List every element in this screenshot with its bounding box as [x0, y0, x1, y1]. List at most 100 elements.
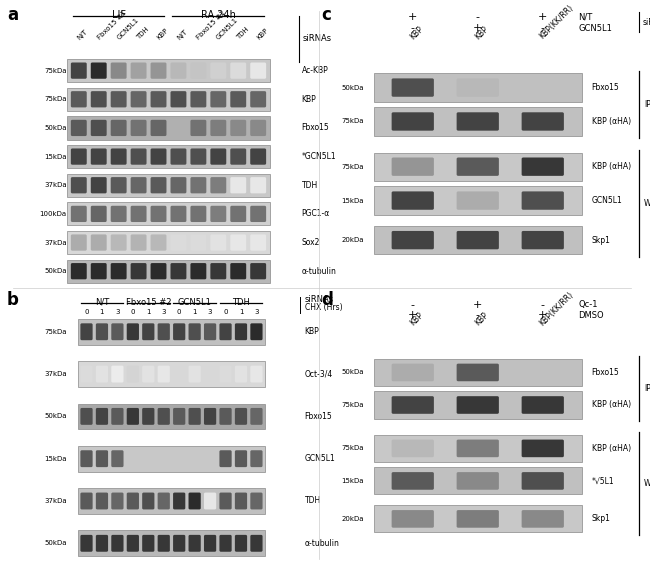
FancyBboxPatch shape — [111, 120, 127, 136]
Bar — [374, 186, 582, 215]
Text: 1: 1 — [99, 308, 104, 315]
FancyBboxPatch shape — [456, 510, 499, 528]
Text: GCN5L1: GCN5L1 — [177, 298, 212, 307]
Bar — [67, 59, 270, 82]
FancyBboxPatch shape — [111, 535, 124, 552]
FancyBboxPatch shape — [131, 63, 146, 79]
FancyBboxPatch shape — [250, 450, 263, 467]
FancyBboxPatch shape — [250, 323, 263, 340]
FancyBboxPatch shape — [111, 408, 124, 425]
Text: α-tubulin: α-tubulin — [304, 539, 339, 548]
Text: -: - — [476, 12, 480, 22]
Text: TDH: TDH — [136, 27, 151, 41]
FancyBboxPatch shape — [391, 396, 434, 414]
Text: WCE: WCE — [644, 199, 650, 208]
Text: siRNAs: siRNAs — [643, 18, 650, 27]
Text: +: + — [473, 23, 482, 33]
FancyBboxPatch shape — [211, 63, 226, 79]
Text: Fbxo15: Fbxo15 — [592, 368, 619, 377]
Text: 0: 0 — [177, 308, 181, 315]
Text: 75kDa: 75kDa — [341, 445, 364, 451]
Text: Skp1: Skp1 — [592, 514, 610, 523]
FancyBboxPatch shape — [111, 493, 124, 510]
FancyBboxPatch shape — [220, 408, 231, 425]
FancyBboxPatch shape — [111, 91, 127, 107]
Text: 1: 1 — [239, 308, 243, 315]
Text: GCN5L1: GCN5L1 — [116, 17, 140, 41]
Text: 3: 3 — [161, 308, 166, 315]
Bar — [67, 259, 270, 282]
Text: 3: 3 — [254, 308, 259, 315]
FancyBboxPatch shape — [131, 91, 146, 107]
Bar — [77, 446, 265, 472]
FancyBboxPatch shape — [391, 79, 434, 97]
FancyBboxPatch shape — [71, 91, 86, 107]
FancyBboxPatch shape — [131, 149, 146, 165]
FancyBboxPatch shape — [170, 263, 187, 279]
Text: KBP: KBP — [473, 24, 490, 41]
Text: c: c — [322, 6, 332, 24]
FancyBboxPatch shape — [170, 234, 187, 251]
Text: KBP (αHA): KBP (αHA) — [592, 401, 630, 410]
FancyBboxPatch shape — [81, 493, 92, 510]
Bar — [67, 116, 270, 140]
FancyBboxPatch shape — [170, 177, 187, 193]
FancyBboxPatch shape — [250, 535, 263, 552]
Text: Oct-3/4: Oct-3/4 — [304, 370, 333, 379]
Text: IP:αHA: IP:αHA — [644, 100, 650, 109]
FancyBboxPatch shape — [151, 177, 166, 193]
FancyBboxPatch shape — [391, 112, 434, 131]
Text: 3: 3 — [208, 308, 213, 315]
FancyBboxPatch shape — [204, 535, 216, 552]
Bar — [374, 467, 582, 494]
Bar — [374, 505, 582, 532]
FancyBboxPatch shape — [521, 192, 564, 210]
Bar — [374, 359, 582, 386]
FancyBboxPatch shape — [230, 149, 246, 165]
Text: KBP: KBP — [304, 327, 319, 336]
Bar — [77, 361, 265, 387]
FancyBboxPatch shape — [127, 408, 139, 425]
FancyBboxPatch shape — [211, 206, 226, 222]
FancyBboxPatch shape — [230, 206, 246, 222]
FancyBboxPatch shape — [111, 63, 127, 79]
Text: KBP: KBP — [302, 95, 317, 104]
FancyBboxPatch shape — [190, 234, 206, 251]
Text: 37kDa: 37kDa — [44, 240, 67, 246]
Text: 37kDa: 37kDa — [44, 182, 67, 188]
Text: +: + — [538, 311, 547, 320]
Text: 75kDa: 75kDa — [341, 119, 364, 124]
FancyBboxPatch shape — [96, 366, 108, 383]
FancyBboxPatch shape — [91, 263, 107, 279]
FancyBboxPatch shape — [521, 112, 564, 131]
Text: GCN5L1: GCN5L1 — [304, 454, 335, 463]
Text: Fbxo15 #2: Fbxo15 #2 — [125, 298, 171, 307]
Text: 15kDa: 15kDa — [44, 456, 67, 462]
Text: -: - — [476, 311, 480, 320]
FancyBboxPatch shape — [190, 149, 206, 165]
FancyBboxPatch shape — [235, 493, 247, 510]
Text: 75kDa: 75kDa — [341, 164, 364, 170]
FancyBboxPatch shape — [96, 323, 108, 340]
FancyBboxPatch shape — [204, 323, 216, 340]
Text: -: - — [541, 23, 545, 33]
FancyBboxPatch shape — [456, 79, 499, 97]
FancyBboxPatch shape — [391, 472, 434, 490]
Bar — [77, 488, 265, 514]
FancyBboxPatch shape — [204, 493, 216, 510]
Text: KBP: KBP — [156, 27, 170, 41]
Text: 50kDa: 50kDa — [44, 414, 67, 419]
FancyBboxPatch shape — [250, 120, 266, 136]
Text: KBP (αHA): KBP (αHA) — [592, 162, 630, 171]
FancyBboxPatch shape — [188, 408, 201, 425]
FancyBboxPatch shape — [235, 535, 247, 552]
Text: Fbxo15: Fbxo15 — [304, 412, 332, 421]
Text: IP:αHA: IP:αHA — [644, 384, 650, 393]
Text: KBP: KBP — [408, 24, 425, 41]
FancyBboxPatch shape — [235, 450, 247, 467]
Bar — [374, 392, 582, 419]
FancyBboxPatch shape — [91, 149, 107, 165]
FancyBboxPatch shape — [250, 234, 266, 251]
Text: KBP: KBP — [473, 311, 490, 328]
FancyBboxPatch shape — [81, 323, 92, 340]
